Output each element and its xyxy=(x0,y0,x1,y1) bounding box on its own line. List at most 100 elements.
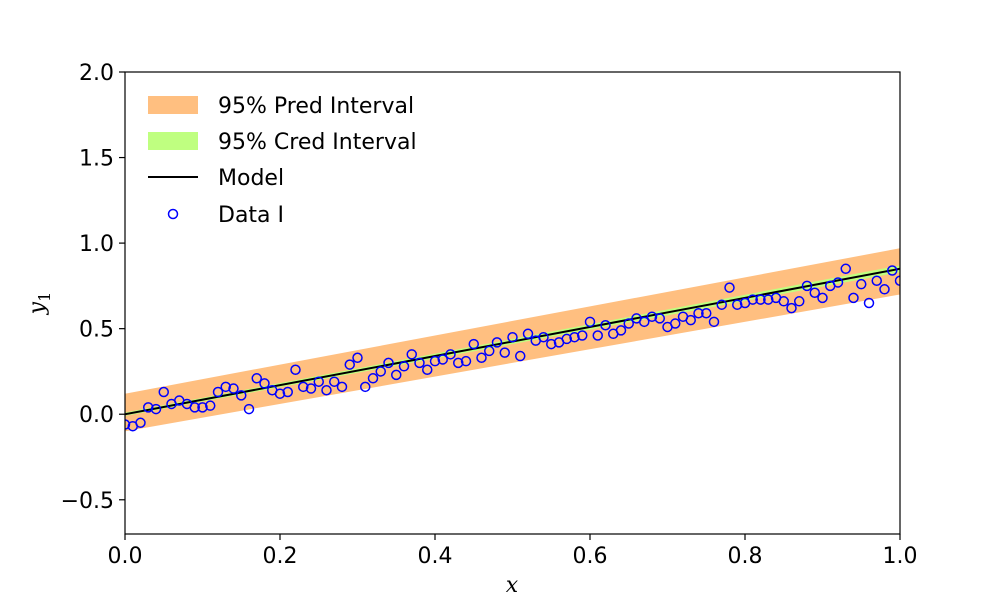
x-tick-label: 0.4 xyxy=(418,544,453,569)
data-point xyxy=(468,338,479,350)
data-point xyxy=(817,292,828,304)
legend-data-marker xyxy=(167,208,179,220)
y-axis-label: y1 xyxy=(25,292,54,316)
data-point xyxy=(375,366,386,377)
data-point xyxy=(856,278,867,290)
legend: 95% Pred Interval 95% Cred Interval Mode… xyxy=(148,94,417,228)
data-point xyxy=(143,402,154,413)
data-point xyxy=(437,354,448,365)
data-point xyxy=(189,402,200,413)
y-tick-label: 0.0 xyxy=(79,403,114,428)
data-point xyxy=(344,359,355,370)
data-point xyxy=(561,333,572,345)
data-point xyxy=(484,345,495,357)
data-point xyxy=(282,386,293,398)
data-point xyxy=(894,275,900,287)
data-point xyxy=(763,294,774,305)
data-point xyxy=(422,364,433,375)
x-axis: 0.0 0.2 0.4 0.6 0.8 1.0 xyxy=(108,534,918,569)
data-point xyxy=(887,265,898,276)
data-point xyxy=(708,316,720,328)
data-point xyxy=(600,319,611,331)
data-point xyxy=(158,386,169,398)
data-point xyxy=(840,263,851,275)
data-point xyxy=(125,419,131,430)
data-point xyxy=(352,352,363,364)
data-point xyxy=(150,403,162,415)
data-point xyxy=(460,355,472,367)
data-point xyxy=(313,376,324,387)
data-point xyxy=(406,349,417,360)
data-point xyxy=(794,296,805,307)
data-point xyxy=(243,403,255,415)
legend-cred-interval-swatch xyxy=(148,132,198,150)
data-point xyxy=(747,294,758,305)
data-point xyxy=(429,355,441,367)
y-tick-label: −0.5 xyxy=(61,489,114,514)
data-point xyxy=(755,294,766,305)
x-axis-label: x xyxy=(506,573,519,598)
y-axis-label-subscript: 1 xyxy=(35,292,54,302)
data-point xyxy=(259,378,270,389)
data-point xyxy=(670,318,681,329)
legend-pred-interval-swatch xyxy=(148,96,198,114)
data-point xyxy=(391,369,402,381)
x-tick-label: 0.2 xyxy=(263,544,298,569)
x-tick-label: 0.0 xyxy=(108,544,143,569)
y-tick-label: 2.0 xyxy=(79,61,114,86)
plot-area xyxy=(125,248,900,432)
data-point xyxy=(476,352,487,364)
data-point xyxy=(491,337,503,348)
plot-frame xyxy=(124,71,901,535)
data-point xyxy=(871,275,882,287)
data-point xyxy=(809,287,820,298)
y-axis-label-main: y xyxy=(25,301,50,315)
data-point xyxy=(329,376,340,387)
data-point xyxy=(236,390,247,401)
y-tick-label: 1.5 xyxy=(79,147,114,172)
data-point xyxy=(778,296,789,307)
data-point xyxy=(499,347,510,358)
data-point xyxy=(515,350,526,362)
legend-model-label: Model xyxy=(218,166,284,191)
data-point xyxy=(863,297,875,309)
data-point xyxy=(577,330,588,341)
data-point xyxy=(701,308,712,319)
data-point xyxy=(732,299,743,310)
data-point xyxy=(848,292,859,304)
data-point xyxy=(615,325,627,336)
data-point xyxy=(639,316,650,328)
data-point xyxy=(879,284,890,295)
data-point xyxy=(832,277,844,288)
data-point xyxy=(546,338,557,350)
data-point xyxy=(453,357,464,369)
data-point xyxy=(398,361,410,372)
data-point xyxy=(290,364,301,375)
data-point xyxy=(305,383,317,394)
data-point xyxy=(367,373,379,384)
data-point xyxy=(298,381,309,393)
data-point xyxy=(685,314,696,326)
data-point xyxy=(321,385,332,396)
y-tick-label: 0.5 xyxy=(79,318,114,343)
data-point xyxy=(569,331,580,343)
data-point xyxy=(522,328,534,340)
data-point xyxy=(654,313,665,324)
data-point xyxy=(584,316,596,328)
x-tick-label: 0.6 xyxy=(573,544,608,569)
data-point xyxy=(135,417,146,429)
legend-cred-interval-label: 95% Cred Interval xyxy=(218,130,417,155)
data-point xyxy=(336,381,348,393)
data-point xyxy=(538,331,549,343)
data-point xyxy=(507,331,518,343)
data-point xyxy=(716,299,727,310)
data-point xyxy=(383,357,394,369)
x-tick-label: 0.8 xyxy=(728,544,763,569)
y-tick-label: 1.0 xyxy=(79,232,114,257)
data-point xyxy=(646,311,658,322)
data-point xyxy=(360,381,371,393)
data-point xyxy=(212,386,224,398)
x-tick-label: 1.0 xyxy=(883,544,918,569)
data-point xyxy=(693,308,704,319)
